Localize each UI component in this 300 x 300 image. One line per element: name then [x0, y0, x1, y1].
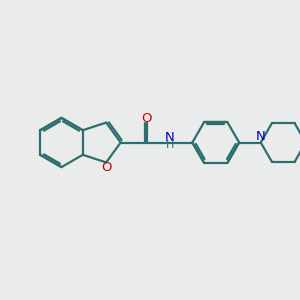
Text: O: O [142, 112, 152, 125]
Text: H: H [166, 140, 174, 150]
Text: O: O [102, 161, 112, 174]
Text: N: N [165, 130, 175, 144]
Text: N: N [256, 130, 266, 143]
